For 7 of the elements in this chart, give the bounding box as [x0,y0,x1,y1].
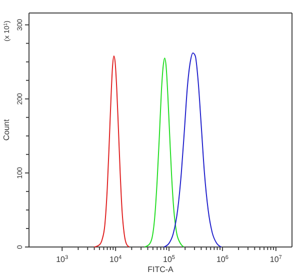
x-axis-title: FITC-A [148,265,174,274]
x-tick-label: 10$^{4}$ [110,255,122,264]
x-tick-label: 10$^{7}$ [270,255,282,264]
y-axis-title: Count [2,118,11,141]
x-tick-label: 10$^{3}$ [56,255,68,264]
x-tick-label: 10$^{5}$ [163,255,176,264]
x-tick-label: 10$^{6}$ [216,255,228,264]
